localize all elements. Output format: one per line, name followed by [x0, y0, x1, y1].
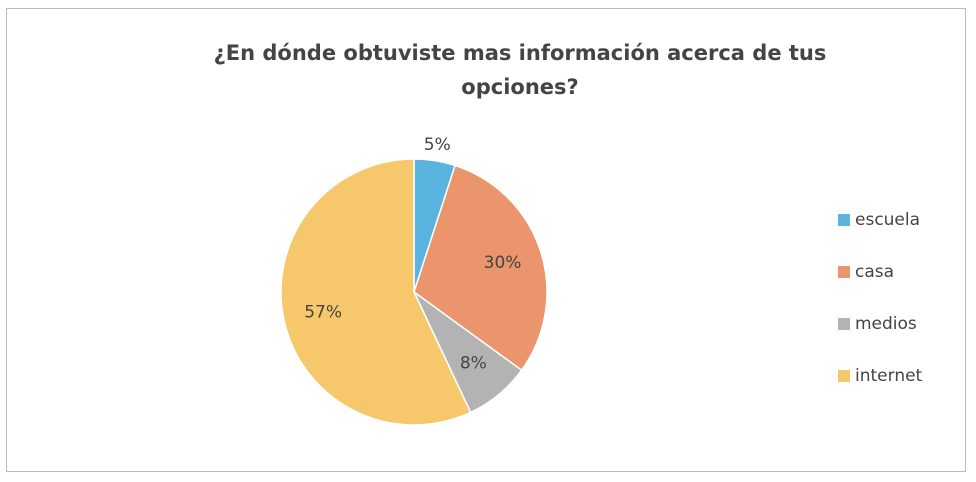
legend-label: internet — [855, 366, 923, 386]
data-label: 30% — [484, 253, 522, 273]
chart-frame — [6, 8, 966, 472]
data-label: 8% — [460, 354, 487, 374]
data-label: 57% — [304, 302, 342, 322]
legend-swatch — [838, 266, 850, 278]
legend-label: medios — [855, 314, 917, 334]
legend-swatch — [838, 370, 850, 382]
legend-swatch — [838, 214, 850, 226]
chart-title: ¿En dónde obtuviste mas información acer… — [213, 41, 827, 99]
pie-slice — [280, 158, 472, 426]
legend-swatch — [838, 318, 850, 330]
legend-label: escuela — [855, 210, 920, 230]
data-label: 5% — [424, 135, 451, 155]
legend-label: casa — [855, 262, 894, 282]
pie-slice — [413, 164, 548, 372]
